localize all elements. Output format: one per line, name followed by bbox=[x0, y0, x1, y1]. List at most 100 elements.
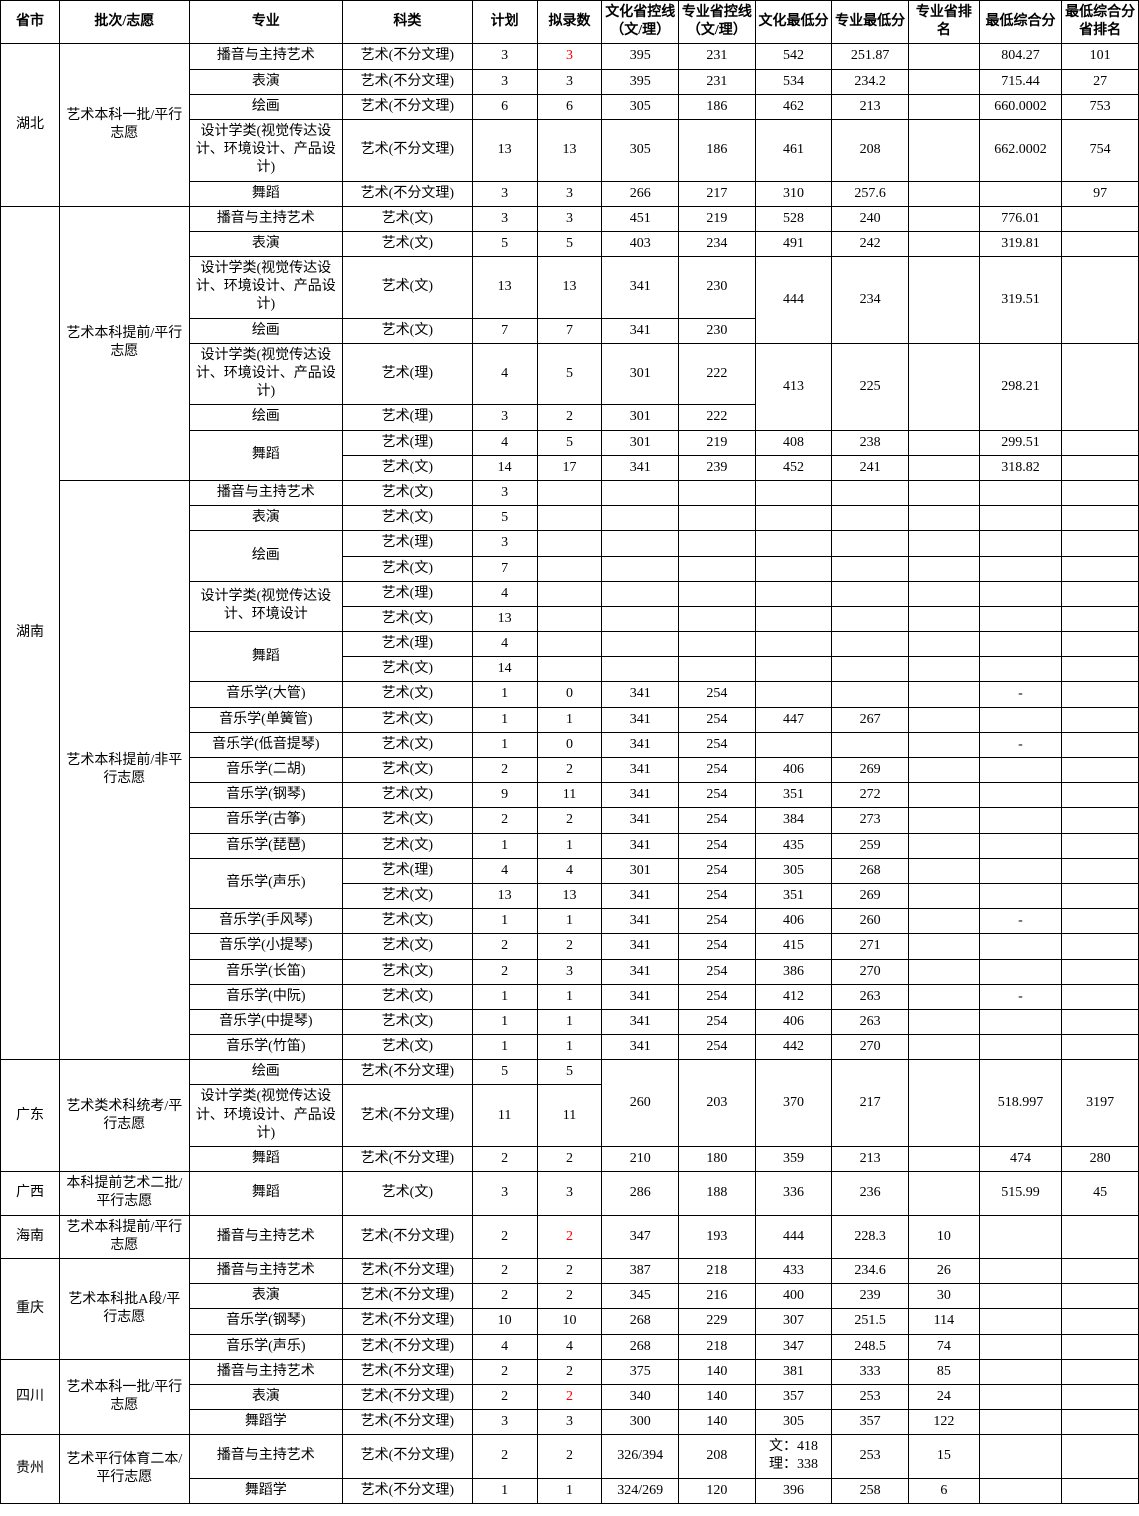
cell: 艺术本科提前/平行志愿 bbox=[59, 206, 189, 480]
cell: 2 bbox=[537, 758, 602, 783]
cell bbox=[979, 783, 1062, 808]
cell bbox=[1062, 606, 1139, 631]
cell bbox=[1062, 480, 1139, 505]
cell: 4 bbox=[472, 632, 537, 657]
cell: 406 bbox=[755, 1009, 832, 1034]
cell: 370 bbox=[755, 1060, 832, 1147]
cell: 表演 bbox=[189, 69, 342, 94]
cell bbox=[979, 858, 1062, 883]
cell: 表演 bbox=[189, 1284, 342, 1309]
cell: 301 bbox=[602, 858, 679, 883]
cell bbox=[979, 606, 1062, 631]
cell: 艺术(不分文理) bbox=[342, 1435, 472, 1478]
cell: 4 bbox=[472, 858, 537, 883]
cell: 11 bbox=[472, 1085, 537, 1147]
cell: 229 bbox=[679, 1309, 756, 1334]
cell: 7 bbox=[472, 556, 537, 581]
cell: 艺术(文) bbox=[342, 455, 472, 480]
cell: 音乐学(二胡) bbox=[189, 758, 342, 783]
cell: 艺术本科提前/平行志愿 bbox=[59, 1215, 189, 1258]
cell: 14 bbox=[472, 657, 537, 682]
cell: 5 bbox=[537, 231, 602, 256]
cell: 5 bbox=[472, 506, 537, 531]
cell bbox=[908, 257, 979, 344]
cell bbox=[1062, 430, 1139, 455]
cell: 341 bbox=[602, 1009, 679, 1034]
cell: 艺术(文) bbox=[342, 1035, 472, 1060]
cell bbox=[1062, 343, 1139, 430]
cell: 5 bbox=[472, 1060, 537, 1085]
cell bbox=[908, 858, 979, 883]
cell bbox=[1062, 1258, 1139, 1283]
cell: 341 bbox=[602, 707, 679, 732]
cell: 艺术本科一批/平行志愿 bbox=[59, 44, 189, 206]
cell: 7 bbox=[472, 318, 537, 343]
cell: 298.21 bbox=[979, 343, 1062, 430]
cell: 433 bbox=[755, 1258, 832, 1283]
cell: 音乐学(手风琴) bbox=[189, 909, 342, 934]
cell: 6 bbox=[908, 1478, 979, 1503]
cell bbox=[908, 1172, 979, 1215]
cell: 218 bbox=[679, 1334, 756, 1359]
cell: 重庆 bbox=[1, 1258, 60, 1359]
cell: 舞蹈 bbox=[189, 632, 342, 682]
column-header: 专业省控线（文/理） bbox=[679, 1, 756, 44]
cell: 319.81 bbox=[979, 231, 1062, 256]
cell: 318.82 bbox=[979, 455, 1062, 480]
cell: 音乐学(钢琴) bbox=[189, 1309, 342, 1334]
cell: 45 bbox=[1062, 1172, 1139, 1215]
cell: 213 bbox=[832, 1147, 909, 1172]
cell: 263 bbox=[832, 1009, 909, 1034]
cell: 1 bbox=[537, 1035, 602, 1060]
cell bbox=[908, 808, 979, 833]
cell: 艺术(理) bbox=[342, 405, 472, 430]
cell bbox=[979, 1359, 1062, 1384]
cell bbox=[537, 480, 602, 505]
cell: 艺术(文) bbox=[342, 657, 472, 682]
cell: 3 bbox=[472, 206, 537, 231]
cell: 音乐学(声乐) bbox=[189, 1334, 342, 1359]
cell: 254 bbox=[679, 833, 756, 858]
cell bbox=[1062, 1309, 1139, 1334]
cell: 188 bbox=[679, 1172, 756, 1215]
cell bbox=[979, 657, 1062, 682]
cell: 舞蹈 bbox=[189, 1147, 342, 1172]
cell: 设计学类(视觉传达设计、环境设计、产品设计) bbox=[189, 343, 342, 405]
cell: 音乐学(长笛) bbox=[189, 959, 342, 984]
cell: 3 bbox=[472, 1172, 537, 1215]
cell bbox=[832, 480, 909, 505]
cell: 753 bbox=[1062, 94, 1139, 119]
cell: 艺术(不分文理) bbox=[342, 1478, 472, 1503]
cell bbox=[908, 181, 979, 206]
cell: 324/269 bbox=[602, 1478, 679, 1503]
cell bbox=[979, 934, 1062, 959]
cell: 239 bbox=[832, 1284, 909, 1309]
cell: 254 bbox=[679, 934, 756, 959]
cell bbox=[1062, 1009, 1139, 1034]
cell: 1 bbox=[537, 833, 602, 858]
cell: 140 bbox=[679, 1384, 756, 1409]
cell: 绘画 bbox=[189, 1060, 342, 1085]
cell: 艺术(文) bbox=[342, 732, 472, 757]
cell: 艺术(理) bbox=[342, 858, 472, 883]
cell: 2 bbox=[537, 808, 602, 833]
cell bbox=[537, 581, 602, 606]
cell: 301 bbox=[602, 430, 679, 455]
cell bbox=[979, 1309, 1062, 1334]
cell: 406 bbox=[755, 758, 832, 783]
cell bbox=[755, 581, 832, 606]
cell: 400 bbox=[755, 1284, 832, 1309]
cell: 341 bbox=[602, 783, 679, 808]
cell: 音乐学(古筝) bbox=[189, 808, 342, 833]
cell bbox=[755, 657, 832, 682]
cell: 186 bbox=[679, 119, 756, 181]
cell: - bbox=[979, 909, 1062, 934]
cell: 13 bbox=[472, 606, 537, 631]
cell: 30 bbox=[908, 1284, 979, 1309]
cell: 6 bbox=[537, 94, 602, 119]
cell: 设计学类(视觉传达设计、环境设计、产品设计) bbox=[189, 119, 342, 181]
cell: 艺术本科批A段/平行志愿 bbox=[59, 1258, 189, 1359]
cell: 518.997 bbox=[979, 1060, 1062, 1147]
cell bbox=[1062, 206, 1139, 231]
cell: 2 bbox=[537, 1284, 602, 1309]
